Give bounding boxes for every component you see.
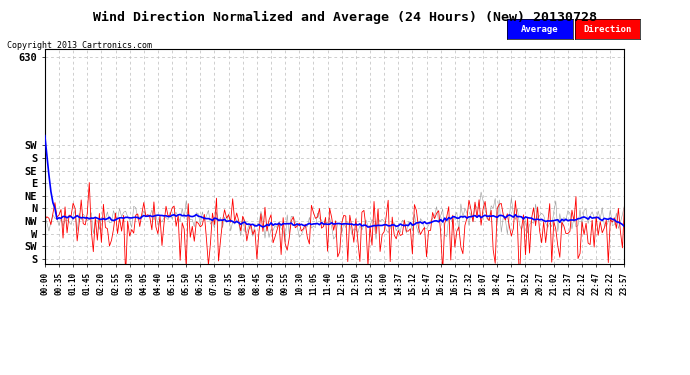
Text: Wind Direction Normalized and Average (24 Hours) (New) 20130728: Wind Direction Normalized and Average (2… <box>93 11 597 24</box>
Text: Direction: Direction <box>583 25 632 34</box>
Text: Average: Average <box>521 25 559 34</box>
Text: Copyright 2013 Cartronics.com: Copyright 2013 Cartronics.com <box>7 41 152 50</box>
